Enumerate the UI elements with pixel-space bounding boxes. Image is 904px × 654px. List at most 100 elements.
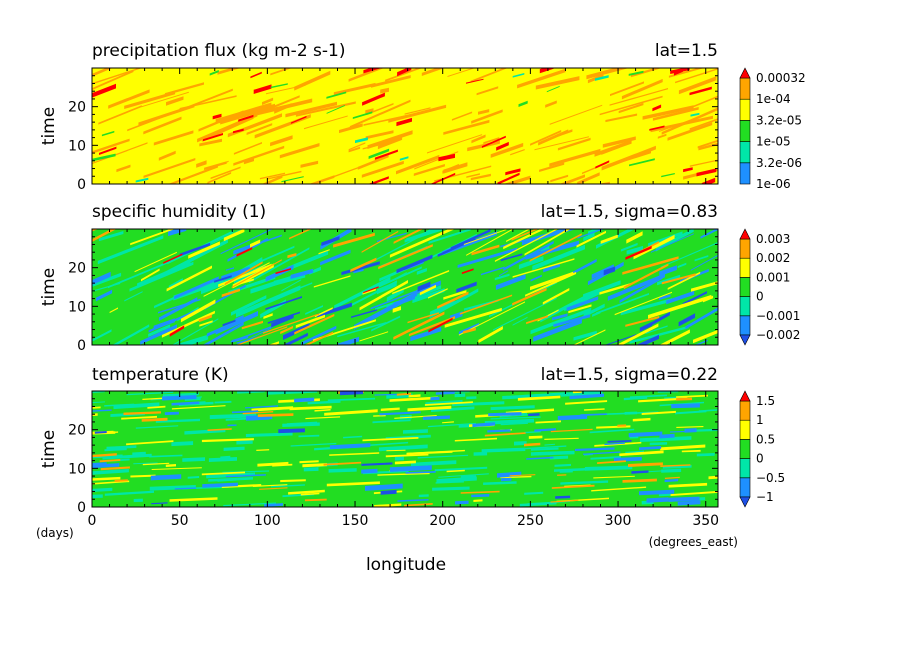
heatmap-streak bbox=[443, 290, 467, 300]
heatmap-streak bbox=[303, 467, 319, 472]
heatmap-streak bbox=[675, 410, 707, 415]
heatmap-streak bbox=[429, 300, 455, 316]
colorbar-segment bbox=[739, 477, 751, 498]
heatmap-streak bbox=[620, 298, 673, 316]
heatmap-streak bbox=[673, 68, 683, 76]
heatmap-streak bbox=[201, 471, 245, 476]
heatmap-streak bbox=[681, 449, 701, 453]
heatmap-streak bbox=[392, 270, 450, 295]
heatmap-streak bbox=[671, 403, 700, 409]
heatmap-streak bbox=[483, 137, 500, 144]
heatmap-streak bbox=[270, 83, 288, 89]
heatmap-streak bbox=[210, 166, 241, 180]
colorbar-label: 3.2e-06 bbox=[756, 156, 802, 170]
heatmap-streak bbox=[231, 295, 267, 316]
heatmap-streak bbox=[369, 176, 389, 184]
heatmap-streak bbox=[428, 317, 453, 333]
colorbar-label: 0.5 bbox=[756, 432, 775, 446]
heatmap-streak bbox=[592, 310, 601, 317]
colorbar-label: 0 bbox=[756, 452, 764, 466]
heatmap-streak bbox=[114, 479, 128, 482]
heatmap-streak bbox=[92, 68, 113, 77]
heatmap-streak bbox=[530, 271, 574, 291]
heatmap-streak bbox=[300, 160, 319, 168]
colorbar-segment bbox=[739, 277, 751, 297]
heatmap-streak bbox=[116, 164, 131, 173]
heatmap-streak bbox=[173, 278, 224, 301]
heatmap-streak bbox=[389, 465, 432, 472]
heatmap-streak bbox=[661, 273, 696, 285]
heatmap-streak bbox=[466, 173, 480, 178]
heatmap-streak bbox=[628, 431, 663, 438]
heatmap-streak bbox=[126, 440, 174, 446]
y-tick-label: 10 bbox=[68, 461, 86, 477]
heatmap-streak bbox=[609, 88, 668, 106]
heatmap-streak bbox=[314, 307, 333, 318]
heatmap-field bbox=[92, 68, 718, 184]
heatmap-streak bbox=[304, 331, 334, 345]
heatmap-streak bbox=[517, 395, 561, 401]
heatmap-streak bbox=[577, 229, 605, 239]
heatmap-streak bbox=[123, 411, 161, 415]
y-tick-label: 0 bbox=[77, 177, 86, 193]
heatmap-streak bbox=[657, 133, 667, 139]
colorbar-label: 0.002 bbox=[756, 251, 790, 265]
heatmap-streak bbox=[250, 239, 261, 248]
x-tick-label: 350 bbox=[692, 513, 719, 529]
heatmap-streak bbox=[300, 492, 320, 496]
panel-temperature: temperature (K) lat=1.5, sigma=0.22 0102… bbox=[39, 365, 785, 529]
y-axis-label: time bbox=[39, 430, 59, 468]
heatmap-streak bbox=[553, 314, 591, 328]
heatmap-streak bbox=[408, 394, 421, 398]
heatmap-streak bbox=[476, 86, 499, 96]
colorbar-label: −0.002 bbox=[756, 328, 800, 342]
heatmap-streak bbox=[515, 445, 567, 450]
heatmap-streak bbox=[377, 472, 430, 476]
heatmap-streak bbox=[169, 325, 185, 337]
heatmap-streak bbox=[607, 273, 665, 301]
heatmap-streak bbox=[555, 495, 571, 499]
heatmap-streak bbox=[437, 237, 476, 257]
heatmap-streak bbox=[459, 294, 513, 315]
heatmap-streak bbox=[494, 273, 510, 281]
heatmap-streak bbox=[135, 425, 179, 429]
colorbar: 0.00032 1e-04 3.2e-05 1e-05 3.2e-06 1e-06 bbox=[739, 67, 806, 191]
heatmap-streak bbox=[623, 263, 669, 290]
heatmap-streak bbox=[565, 400, 608, 405]
heatmap-streak bbox=[333, 232, 375, 248]
heatmap-streak bbox=[471, 109, 503, 124]
heatmap-streak bbox=[352, 111, 373, 119]
heatmap-streak bbox=[410, 327, 442, 342]
heatmap-streak bbox=[214, 400, 232, 404]
heatmap-streak bbox=[600, 234, 618, 244]
heatmap-streak bbox=[602, 136, 636, 148]
heatmap-streak bbox=[684, 428, 697, 433]
heatmap-streak bbox=[503, 229, 546, 250]
heatmap-streak bbox=[252, 484, 288, 487]
heatmap-streak bbox=[535, 76, 580, 90]
heatmap-streak bbox=[165, 464, 176, 467]
panel-subtitle: lat=1.5, sigma=0.22 bbox=[541, 365, 718, 385]
heatmap-streak bbox=[610, 81, 644, 97]
x-tick-label: 200 bbox=[429, 513, 456, 529]
heatmap-streak bbox=[257, 461, 289, 467]
heatmap-streak bbox=[289, 229, 313, 240]
heatmap-streak bbox=[428, 229, 471, 244]
heatmap-streak bbox=[509, 474, 536, 477]
heatmap-streak bbox=[238, 114, 254, 122]
panel-precipitation: precipitation flux (kg m-2 s-1) lat=1.5 … bbox=[39, 41, 806, 193]
heatmap-streak bbox=[428, 288, 448, 299]
heatmap-streak bbox=[109, 307, 118, 314]
panel-subtitle: lat=1.5, sigma=0.83 bbox=[541, 202, 718, 222]
heatmap-streak bbox=[659, 329, 690, 345]
heatmap-streak bbox=[650, 115, 713, 133]
y-tick-label: 20 bbox=[68, 100, 86, 116]
panel-title: specific humidity (1) bbox=[92, 202, 266, 222]
y-axis-label: time bbox=[39, 107, 59, 145]
heatmap-streak bbox=[455, 500, 469, 505]
heatmap-streak bbox=[436, 476, 477, 483]
heatmap-streak bbox=[454, 393, 466, 398]
heatmap-streak bbox=[343, 435, 363, 439]
heatmap-streak bbox=[417, 454, 469, 459]
heatmap-streak bbox=[470, 173, 491, 181]
